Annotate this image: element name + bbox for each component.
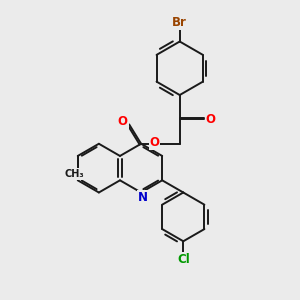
Text: Cl: Cl — [178, 253, 190, 266]
Text: Br: Br — [172, 16, 187, 29]
Text: O: O — [206, 113, 216, 126]
Text: N: N — [138, 191, 148, 204]
Text: O: O — [118, 115, 128, 128]
Text: CH₃: CH₃ — [64, 169, 84, 179]
Text: O: O — [149, 136, 160, 149]
